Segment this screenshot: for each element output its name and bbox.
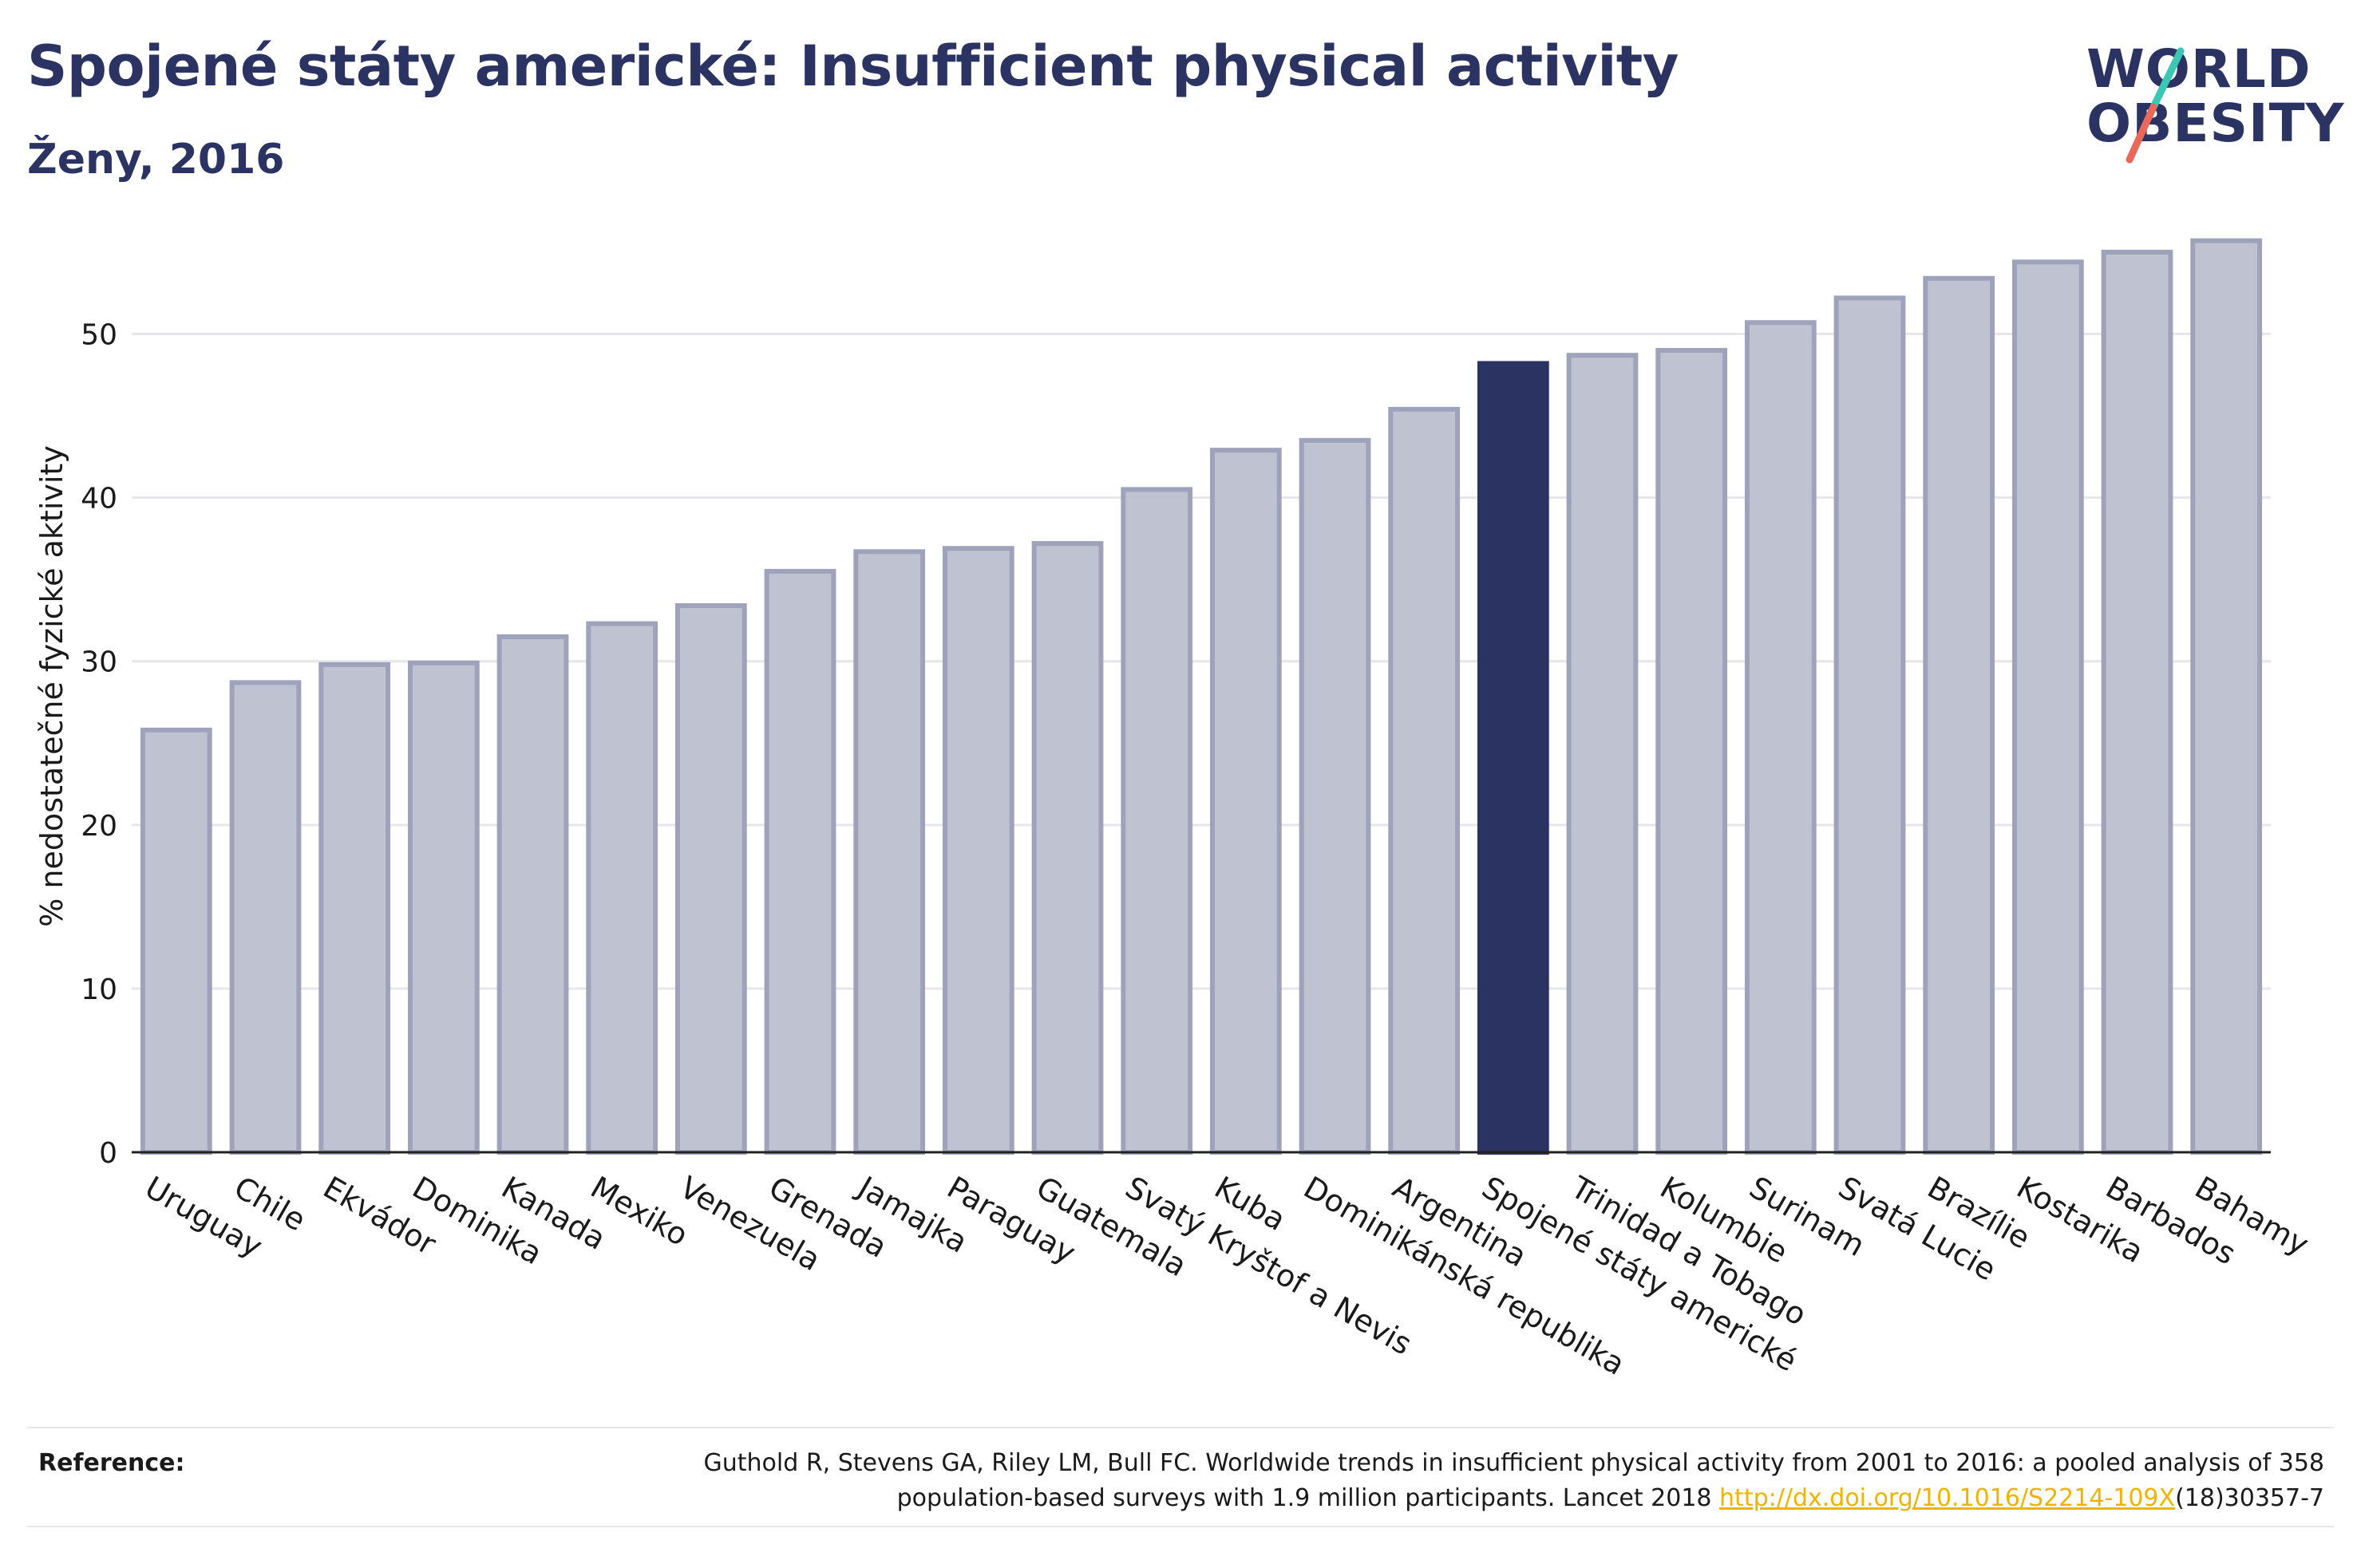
y-tick-label: 40 (81, 483, 117, 515)
chart-bars (140, 238, 2263, 1155)
world-obesity-logo: WORLD OBESITY (2075, 22, 2347, 174)
bar (407, 660, 480, 1155)
bar (2011, 259, 2084, 1155)
reference-doi-link[interactable]: http://dx.doi.org/10.1016/S2214-109X (1719, 1484, 2176, 1512)
bar (1744, 320, 1817, 1155)
bar (1031, 541, 1104, 1155)
reference-line2-suffix: (18)30357-7 (2175, 1484, 2324, 1512)
bar (1209, 448, 1282, 1155)
bar (942, 546, 1014, 1155)
bar (674, 603, 747, 1155)
bar (586, 621, 658, 1155)
bar (1299, 437, 1371, 1155)
logo-slash-icon (2126, 47, 2185, 164)
reference-line2-text: population-based surveys with 1.9 millio… (896, 1484, 1720, 1512)
bar (318, 662, 391, 1155)
reference-divider-bottom (27, 1526, 2334, 1527)
bar (1833, 295, 1906, 1155)
bar (2101, 250, 2173, 1155)
bar (1388, 406, 1461, 1155)
bar (1655, 348, 1728, 1155)
bar (853, 549, 926, 1155)
reference-text: Guthold R, Stevens GA, Riley LM, Bull FC… (488, 1446, 2324, 1516)
y-tick-label: 30 (81, 646, 117, 679)
page-subtitle: Ženy, 2016 (27, 136, 285, 184)
bar (496, 634, 569, 1155)
logo-text-line2: OBESITY (2086, 93, 2345, 154)
chart-gridlines (132, 333, 2271, 990)
reference-label: Reference: (38, 1449, 185, 1477)
bar (140, 727, 212, 1155)
reference-divider-top (27, 1427, 2334, 1428)
reference-line1: Guthold R, Stevens GA, Riley LM, Bull FC… (703, 1449, 2324, 1477)
y-tick-label: 50 (81, 319, 117, 352)
logo-text-line1: WORLD (2086, 38, 2312, 100)
bar (1121, 487, 1193, 1155)
bar (1566, 353, 1639, 1155)
y-axis-label: % nedostatečné fyzické aktivity (34, 445, 69, 927)
page-title: Spojené státy americké: Insufficient phy… (27, 34, 1679, 99)
bar (764, 568, 836, 1155)
bar-highlighted (1477, 361, 1549, 1155)
reference-line2: population-based surveys with 1.9 millio… (488, 1481, 2324, 1516)
y-tick-label: 20 (81, 810, 117, 843)
y-tick-label: 0 (99, 1137, 117, 1170)
chart-y-tick-labels: 0 10 20 30 40 50 (81, 319, 117, 1170)
y-tick-label: 10 (81, 974, 117, 1006)
bar (229, 680, 302, 1155)
bar (1923, 275, 1995, 1155)
bar (2190, 238, 2263, 1155)
